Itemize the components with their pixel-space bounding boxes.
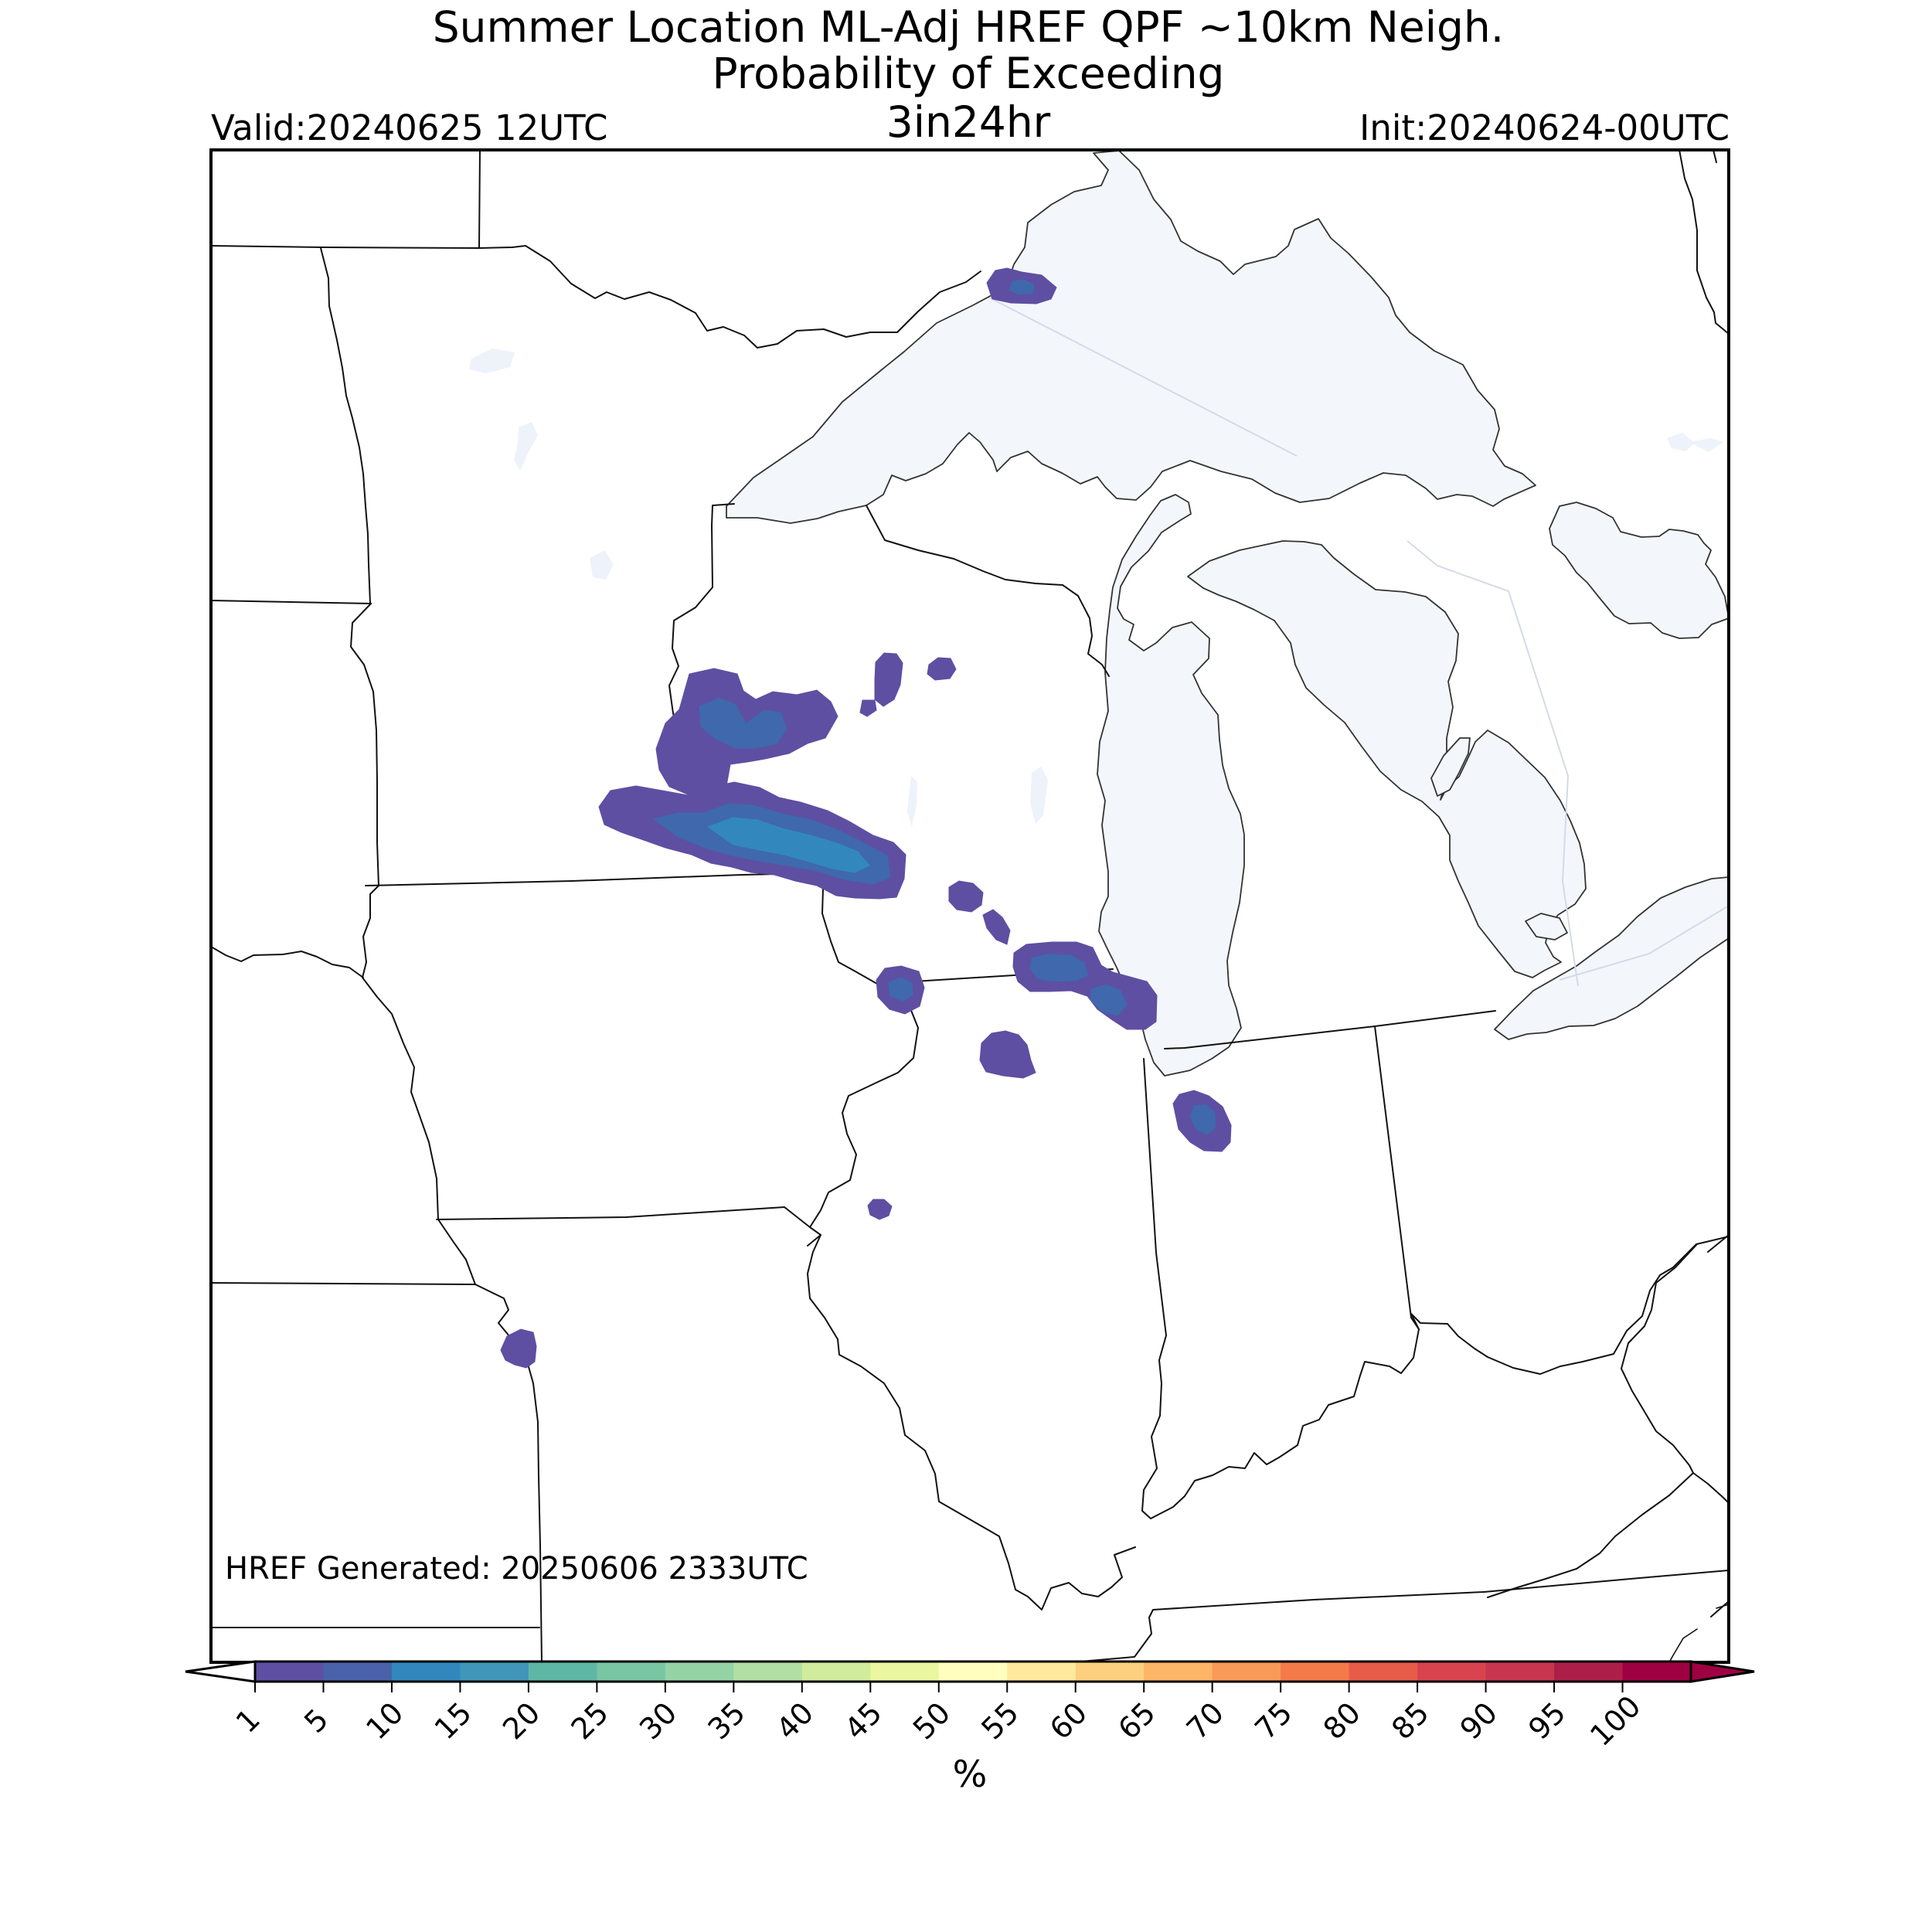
iowa-west-border — [362, 885, 439, 1220]
nebraska-iowa-river — [211, 946, 364, 978]
lake-superior — [726, 150, 1536, 524]
prob-cell-southwest-wisconsin — [948, 880, 984, 913]
south-dakota-north-line — [211, 600, 372, 604]
small-lake-5 — [907, 776, 917, 827]
colorbar-segment-10 — [391, 1662, 461, 1682]
colorbar-segment-35 — [733, 1662, 803, 1682]
small-lakes — [469, 349, 1723, 827]
prob-cell-lake-superior-core — [1009, 279, 1035, 295]
superior-border-line — [988, 297, 1298, 457]
prob-cell-iowa-border-core — [888, 977, 913, 1002]
colorbar-outline — [253, 1660, 1692, 1683]
colorbar-segment-60 — [1075, 1662, 1145, 1682]
prob-area-northwest-wisconsin-core — [699, 697, 787, 749]
kentucky-virginia-line — [1487, 1472, 1694, 1598]
prob-band-west-central-wisconsin-core — [706, 817, 870, 873]
lake-st-clair — [1525, 913, 1568, 940]
colorbar-segment-90 — [1485, 1662, 1555, 1682]
ohio-west-virginia-river — [1621, 1243, 1698, 1369]
colorbar-segment-40 — [801, 1662, 871, 1682]
wisconsin-michigan-border — [866, 505, 1110, 677]
map-area: HREF Generated: 20250606 2333UTC — [211, 150, 1729, 1662]
prob-cell-northern-illinois — [979, 1030, 1036, 1079]
colorbar-segment-20 — [528, 1662, 597, 1682]
colorbar-segment-75 — [1281, 1662, 1350, 1682]
prob-cell-central-wisconsin-3 — [859, 699, 877, 717]
minnesota-north-border — [478, 245, 981, 349]
prob-cell-central-wisconsin-1 — [874, 652, 903, 707]
colorbar-segment-50 — [938, 1662, 1008, 1682]
east-ohio-pa-line — [1707, 1234, 1729, 1253]
colorbar-segment-55 — [1007, 1662, 1077, 1682]
ohio-michigan-line — [1374, 1010, 1496, 1027]
generated-time: HREF Generated: 20250606 2333UTC — [225, 1551, 808, 1587]
pa-ny-east-line — [1668, 1628, 1698, 1662]
colorbar-segment-95 — [1554, 1662, 1624, 1682]
georgian-bay — [1549, 502, 1729, 639]
ky-tn-east-line — [1716, 1604, 1729, 1609]
ontario-border-east — [1679, 150, 1729, 335]
valid-time: Valid:20240625 12UTC — [211, 107, 607, 148]
map-title-line-1: Summer Location ML-Adj HREF QPF ~10km Ne… — [433, 2, 1505, 52]
prob-cell-missouri — [500, 1328, 537, 1369]
colorbar-segment-70 — [1212, 1662, 1281, 1682]
colorbar-segment-100 — [1622, 1662, 1692, 1682]
tennessee-virginia-line — [1710, 1600, 1729, 1617]
great-lakes — [726, 150, 1729, 1077]
prob-area-kenosha-core — [1090, 984, 1128, 1016]
prob-cell-central-illinois — [867, 1199, 893, 1220]
prob-cell-central-wisconsin-2 — [927, 657, 957, 681]
small-lake-2 — [514, 422, 538, 471]
colorbar-segment-80 — [1349, 1662, 1418, 1682]
ontario-quebec-line — [1713, 150, 1717, 163]
init-time: Init:20240624-00UTC — [1359, 107, 1730, 148]
small-lake-1 — [469, 349, 515, 373]
west-virginia-kentucky-line — [1621, 1368, 1694, 1474]
ohio-river — [1410, 1236, 1729, 1375]
illinois-indiana-line — [1141, 1058, 1420, 1519]
colorbar-segment-15 — [460, 1662, 529, 1682]
huron-border-line — [1406, 540, 1579, 987]
missouri-river-western — [437, 1219, 476, 1285]
small-lake-4 — [1030, 767, 1048, 824]
colorbar-segment-85 — [1417, 1662, 1487, 1682]
colorbar-segment-65 — [1144, 1662, 1213, 1682]
threshold-title: 3in24hr — [886, 97, 1051, 147]
colorbar-segments — [255, 1662, 1692, 1682]
prob-area-southeast-wisconsin-core — [1029, 954, 1089, 982]
small-lake-6 — [1667, 433, 1695, 451]
small-lake-3 — [590, 550, 614, 580]
red-river-minnesota-border — [320, 247, 371, 604]
lake-huron — [1187, 540, 1587, 978]
map-title-line-2: Probability of Exceeding — [713, 49, 1225, 98]
colorbar-unit-label: % — [953, 1753, 988, 1796]
north-dakota-minnesota-line — [211, 150, 481, 249]
colorbar-segment-30 — [665, 1662, 734, 1682]
colorbar-segment-1 — [255, 1662, 325, 1682]
prob-cell-southwest-wisconsin-2 — [982, 909, 1011, 945]
lake-erie — [1494, 876, 1729, 1040]
colorbar-segment-45 — [870, 1662, 940, 1682]
erie-border-line — [1559, 905, 1729, 981]
iowa-south-border — [436, 1206, 811, 1228]
probability-contours — [500, 267, 1232, 1369]
colorbar-segment-5 — [323, 1662, 393, 1682]
tennessee-kentucky-line — [1148, 1570, 1729, 1634]
minnesota-west-border — [350, 603, 379, 886]
prob-cell-northwest-indiana-core — [1189, 1104, 1216, 1135]
mississippi-iowa-illinois — [807, 970, 1136, 1611]
saginaw-bay — [1430, 737, 1471, 797]
west-virginia-virginia-line — [1692, 1472, 1729, 1504]
small-lake-7 — [1689, 438, 1723, 452]
michigan-indiana-ohio-line — [1164, 1026, 1376, 1049]
colorbar-segment-25 — [597, 1662, 666, 1682]
state-boundaries — [211, 150, 1729, 1662]
missouri-east-border — [807, 1234, 821, 1247]
